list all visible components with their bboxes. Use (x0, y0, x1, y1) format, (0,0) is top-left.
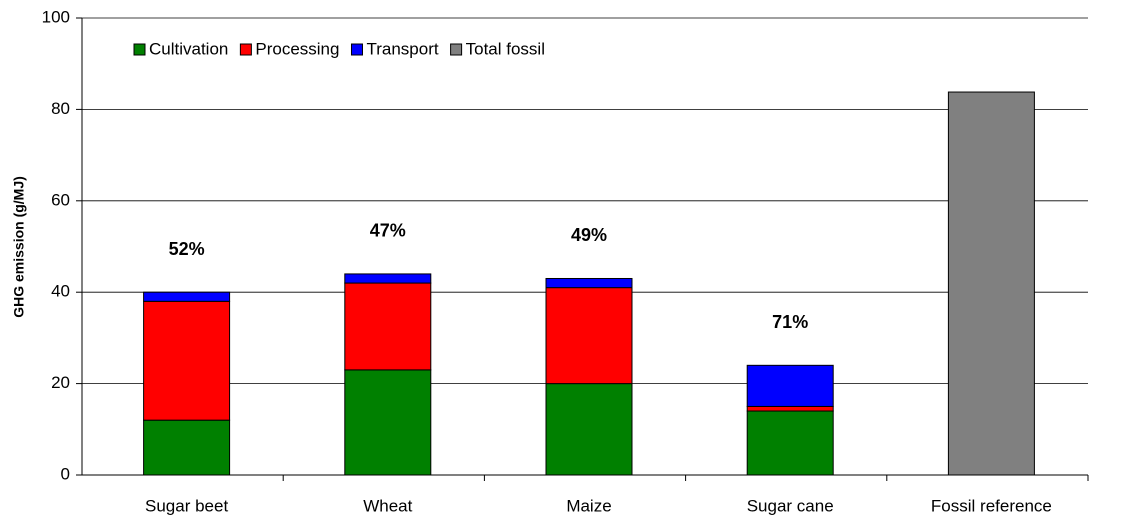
bar-segment (545, 383, 633, 476)
annotation: 71% (772, 312, 808, 332)
y-tick-label: 80 (51, 99, 70, 118)
y-tick-label: 60 (51, 190, 70, 209)
y-tick-label: 40 (51, 282, 70, 301)
bar-segment (545, 287, 633, 385)
x-tick-label: Maize (566, 496, 611, 515)
bar-segment (143, 300, 231, 421)
bar-segment (947, 91, 1035, 476)
legend-swatch (239, 43, 252, 56)
y-tick-label: 20 (51, 373, 70, 392)
y-tick-label: 0 (61, 464, 70, 483)
legend-label: Processing (255, 39, 339, 58)
bar-segment (746, 405, 834, 412)
y-tick-label: 100 (42, 7, 70, 26)
x-tick-label: Wheat (363, 496, 412, 515)
y-axis-label: GHG emission (g/MJ) (11, 176, 27, 318)
legend-label: Cultivation (149, 39, 228, 58)
bar-segment (545, 277, 633, 289)
bar-segment (746, 410, 834, 476)
bar-segment (143, 291, 231, 302)
legend-swatch (450, 43, 463, 56)
legend-label: Total fossil (466, 39, 545, 58)
x-tick-label: Fossil reference (931, 496, 1052, 515)
bar-segment (143, 419, 231, 476)
annotation: 49% (571, 225, 607, 245)
legend-label: Transport (366, 39, 438, 58)
legend-swatch (350, 43, 363, 56)
annotation: 52% (169, 239, 205, 259)
bar-segment (344, 369, 432, 476)
bar-segment (746, 364, 834, 407)
annotation: 47% (370, 221, 406, 241)
legend-swatch (133, 43, 146, 56)
bar-segment (344, 273, 432, 284)
x-tick-label: Sugar beet (145, 496, 228, 515)
bar-segment (344, 282, 432, 371)
x-tick-label: Sugar cane (747, 496, 834, 515)
